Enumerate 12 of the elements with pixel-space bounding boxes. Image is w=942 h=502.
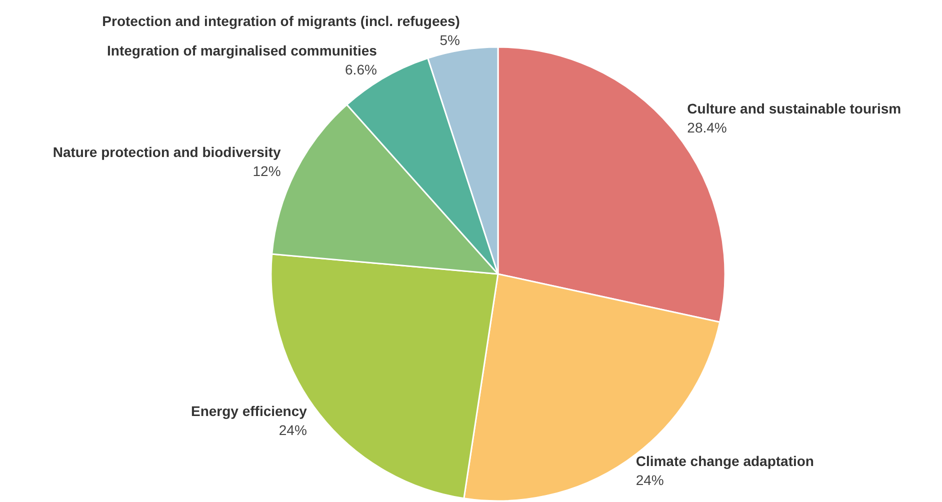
data-label: 6.6%	[345, 61, 377, 78]
slice-label: Protection and integration of migrants (incl. refugees)	[102, 12, 460, 29]
data-label: 28.4%	[687, 119, 727, 136]
data-label: 24%	[636, 472, 664, 488]
slice-label: Culture and sustainable tourism	[687, 100, 902, 116]
data-label: 12%	[252, 163, 281, 180]
slice-label: Energy efficiency	[190, 403, 308, 420]
slice-label: Nature protection and biodiversity	[52, 144, 281, 160]
slice-label: Climate change adaptation	[636, 453, 814, 470]
data-label: 24%	[278, 422, 307, 438]
data-label: 5%	[440, 32, 460, 48]
slice-label: Integration of marginalised communities	[107, 42, 378, 58]
